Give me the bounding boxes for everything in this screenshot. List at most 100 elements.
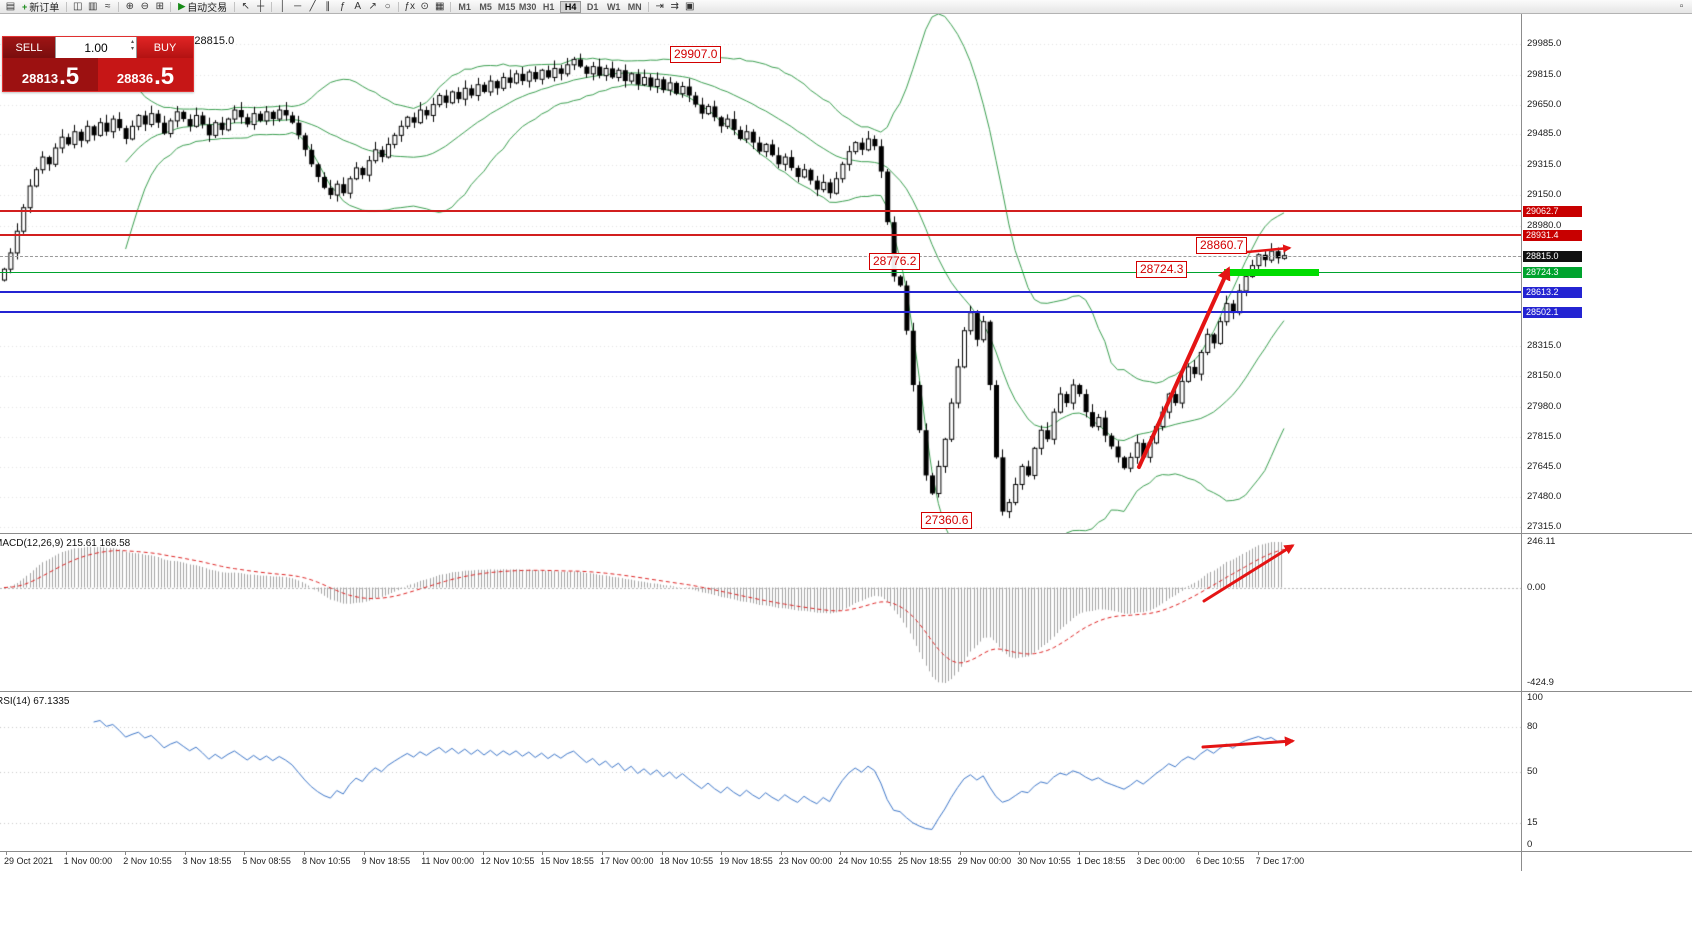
rsi-axis-label: 15 [1527, 816, 1538, 828]
time-axis-label: 1 Dec 18:55 [1076, 856, 1126, 866]
time-axis-label: 29 Oct 2021 [4, 856, 54, 866]
macd-axis-label: -424.9 [1527, 677, 1554, 688]
cursor-icon[interactable]: ↖ [241, 0, 250, 12]
time-axis-tick [1198, 852, 1199, 855]
auto-scroll-icon[interactable]: ⇉ [670, 0, 679, 12]
crosshair-icon[interactable]: ┼ [257, 0, 265, 12]
chart-window-icon[interactable]: ▤ [5, 0, 16, 12]
channel-icon[interactable]: ∥ [325, 0, 331, 12]
new-order-button[interactable]: + 新订单 [18, 0, 63, 15]
time-axis-tick [65, 852, 67, 855]
chart-shift-icon[interactable]: ⇥ [655, 0, 664, 12]
price-tag: 29062.7 [1523, 205, 1582, 217]
time-axis-tick [780, 852, 782, 855]
time-axis-label: 19 Nov 18:55 [719, 856, 773, 866]
volume-field[interactable]: 1.00 ▴ ▾ [55, 37, 137, 58]
toolbar-separator [234, 1, 236, 12]
time-axis-label: 5 Nov 08:55 [242, 856, 291, 866]
timeframe-button-m15[interactable]: M15 [497, 1, 516, 12]
time-axis-tick [1138, 852, 1140, 855]
green-level-zone[interactable] [1224, 269, 1319, 277]
zoom-out-icon[interactable]: ⊖ [140, 0, 149, 12]
new-window-icon[interactable]: ▣ [684, 0, 695, 12]
sell-button[interactable]: SELL [3, 37, 55, 58]
arrow-tool-icon[interactable]: ↗ [368, 0, 377, 12]
timeframe-button-m30[interactable]: M30 [518, 1, 537, 12]
sell-price-display[interactable]: 28813.5 [3, 58, 98, 91]
support-line-28613[interactable] [0, 291, 1521, 294]
timeframe-button-h4[interactable]: H4 [560, 0, 582, 13]
resistance-line-28931[interactable] [0, 233, 1521, 236]
volume-up-button[interactable]: ▴ [130, 39, 134, 45]
toolbar-separator [170, 1, 172, 12]
buy-price-main: 28836 [116, 71, 154, 86]
line-chart-icon[interactable]: ≈ [105, 0, 111, 12]
indicators-icon[interactable]: ƒx [404, 0, 415, 12]
time-axis-tick [721, 852, 723, 855]
resistance-line-29062[interactable] [0, 209, 1521, 212]
price-tag: 28931.4 [1523, 229, 1582, 241]
macd-canvas[interactable] [0, 534, 1521, 691]
time-axis[interactable]: 29 Oct 2021 1 Nov 00:00 2 Nov 10:55 3 Nov 1… [0, 851, 1692, 871]
time-axis-label: 15 Nov 18:55 [540, 856, 594, 866]
timeframe-button-mn[interactable]: MN [627, 1, 642, 12]
rsi-axis-label: 80 [1527, 721, 1538, 733]
time-axis-tick [363, 852, 365, 855]
timeframe-button-d1[interactable]: D1 [586, 1, 599, 12]
current-price-line[interactable] [0, 255, 1521, 257]
horizontal-line-icon[interactable]: ─ [294, 0, 302, 12]
buy-button[interactable]: BUY [137, 37, 193, 58]
time-axis-tick [125, 852, 127, 855]
tile-windows-icon[interactable]: ⊞ [155, 0, 164, 12]
timeframe-button-m5[interactable]: M5 [479, 1, 492, 12]
templates-icon[interactable]: ▦ [434, 0, 445, 12]
price-axis-label: 28980.0 [1527, 219, 1562, 231]
autotrade-button[interactable]: ▶ 自动交易 [174, 0, 231, 14]
time-axis-tick [661, 852, 663, 855]
time-axis-label: 11 Nov 00:00 [421, 856, 475, 866]
rsi-indicator-panel: RSI(14) 67.1335 [0, 691, 1692, 851]
volume-down-button[interactable]: ▾ [130, 46, 134, 52]
price-callout: 27360.6 [921, 512, 973, 529]
time-axis-tick [900, 852, 901, 855]
toolbar-separator [398, 1, 400, 12]
time-axis-tick [1019, 852, 1021, 855]
rsi-label: RSI(14) 67.1335 [0, 696, 70, 707]
time-axis-label: 7 Dec 17:00 [1255, 856, 1305, 866]
time-axis-tick [840, 852, 842, 855]
timeframe-button-h1[interactable]: H1 [542, 1, 555, 12]
price-tag: 28502.1 [1523, 307, 1582, 319]
timeframe-button-m1[interactable]: M1 [458, 1, 471, 12]
time-axis-label: 8 Nov 10:55 [302, 856, 351, 866]
periods-icon[interactable]: ⊙ [420, 0, 429, 12]
support-line-28502[interactable] [0, 311, 1521, 314]
timeframe-button-w1[interactable]: W1 [606, 1, 621, 12]
trendline-icon[interactable]: ╱ [309, 0, 316, 12]
price-axis-label: 27980.0 [1527, 400, 1562, 412]
buy-price-display[interactable]: 28836.5 [98, 58, 193, 91]
vertical-line-icon[interactable]: │ [279, 0, 286, 12]
zoom-in-icon[interactable]: ⊕ [125, 0, 134, 12]
price-axis[interactable]: 29985.0 29815.0 29650.0 29485.0 29315.0 29150… [1521, 14, 1592, 871]
rsi-axis-label: 50 [1527, 765, 1538, 777]
time-axis-label: 12 Nov 10:55 [480, 856, 535, 866]
window-corner-icon[interactable]: ▫ [1679, 0, 1684, 12]
rsi-axis-label: 100 [1527, 692, 1543, 703]
price-callout: 28724.3 [1136, 261, 1188, 278]
time-axis-tick [304, 852, 305, 855]
level-line-28724[interactable] [0, 271, 1521, 273]
autotrade-button-label: 自动交易 [187, 3, 228, 14]
autotrade-button-icon: ▶ [178, 1, 186, 11]
price-callout: 28776.2 [869, 253, 921, 270]
bar-chart-icon[interactable]: ▥ [88, 0, 98, 12]
text-tool-icon[interactable]: A [354, 0, 362, 12]
price-axis-label: 28150.0 [1527, 369, 1562, 381]
toolbar-separator [118, 1, 120, 12]
fibonacci-icon[interactable]: ƒ [339, 0, 346, 12]
shapes-icon[interactable]: ○ [384, 0, 391, 12]
price-axis-label: 27480.0 [1527, 491, 1562, 503]
rsi-canvas[interactable] [0, 692, 1521, 851]
time-axis-label: 2 Nov 10:55 [123, 856, 172, 866]
candlestick-chart-icon[interactable]: ◫ [73, 0, 83, 12]
time-axis-tick [6, 852, 7, 855]
